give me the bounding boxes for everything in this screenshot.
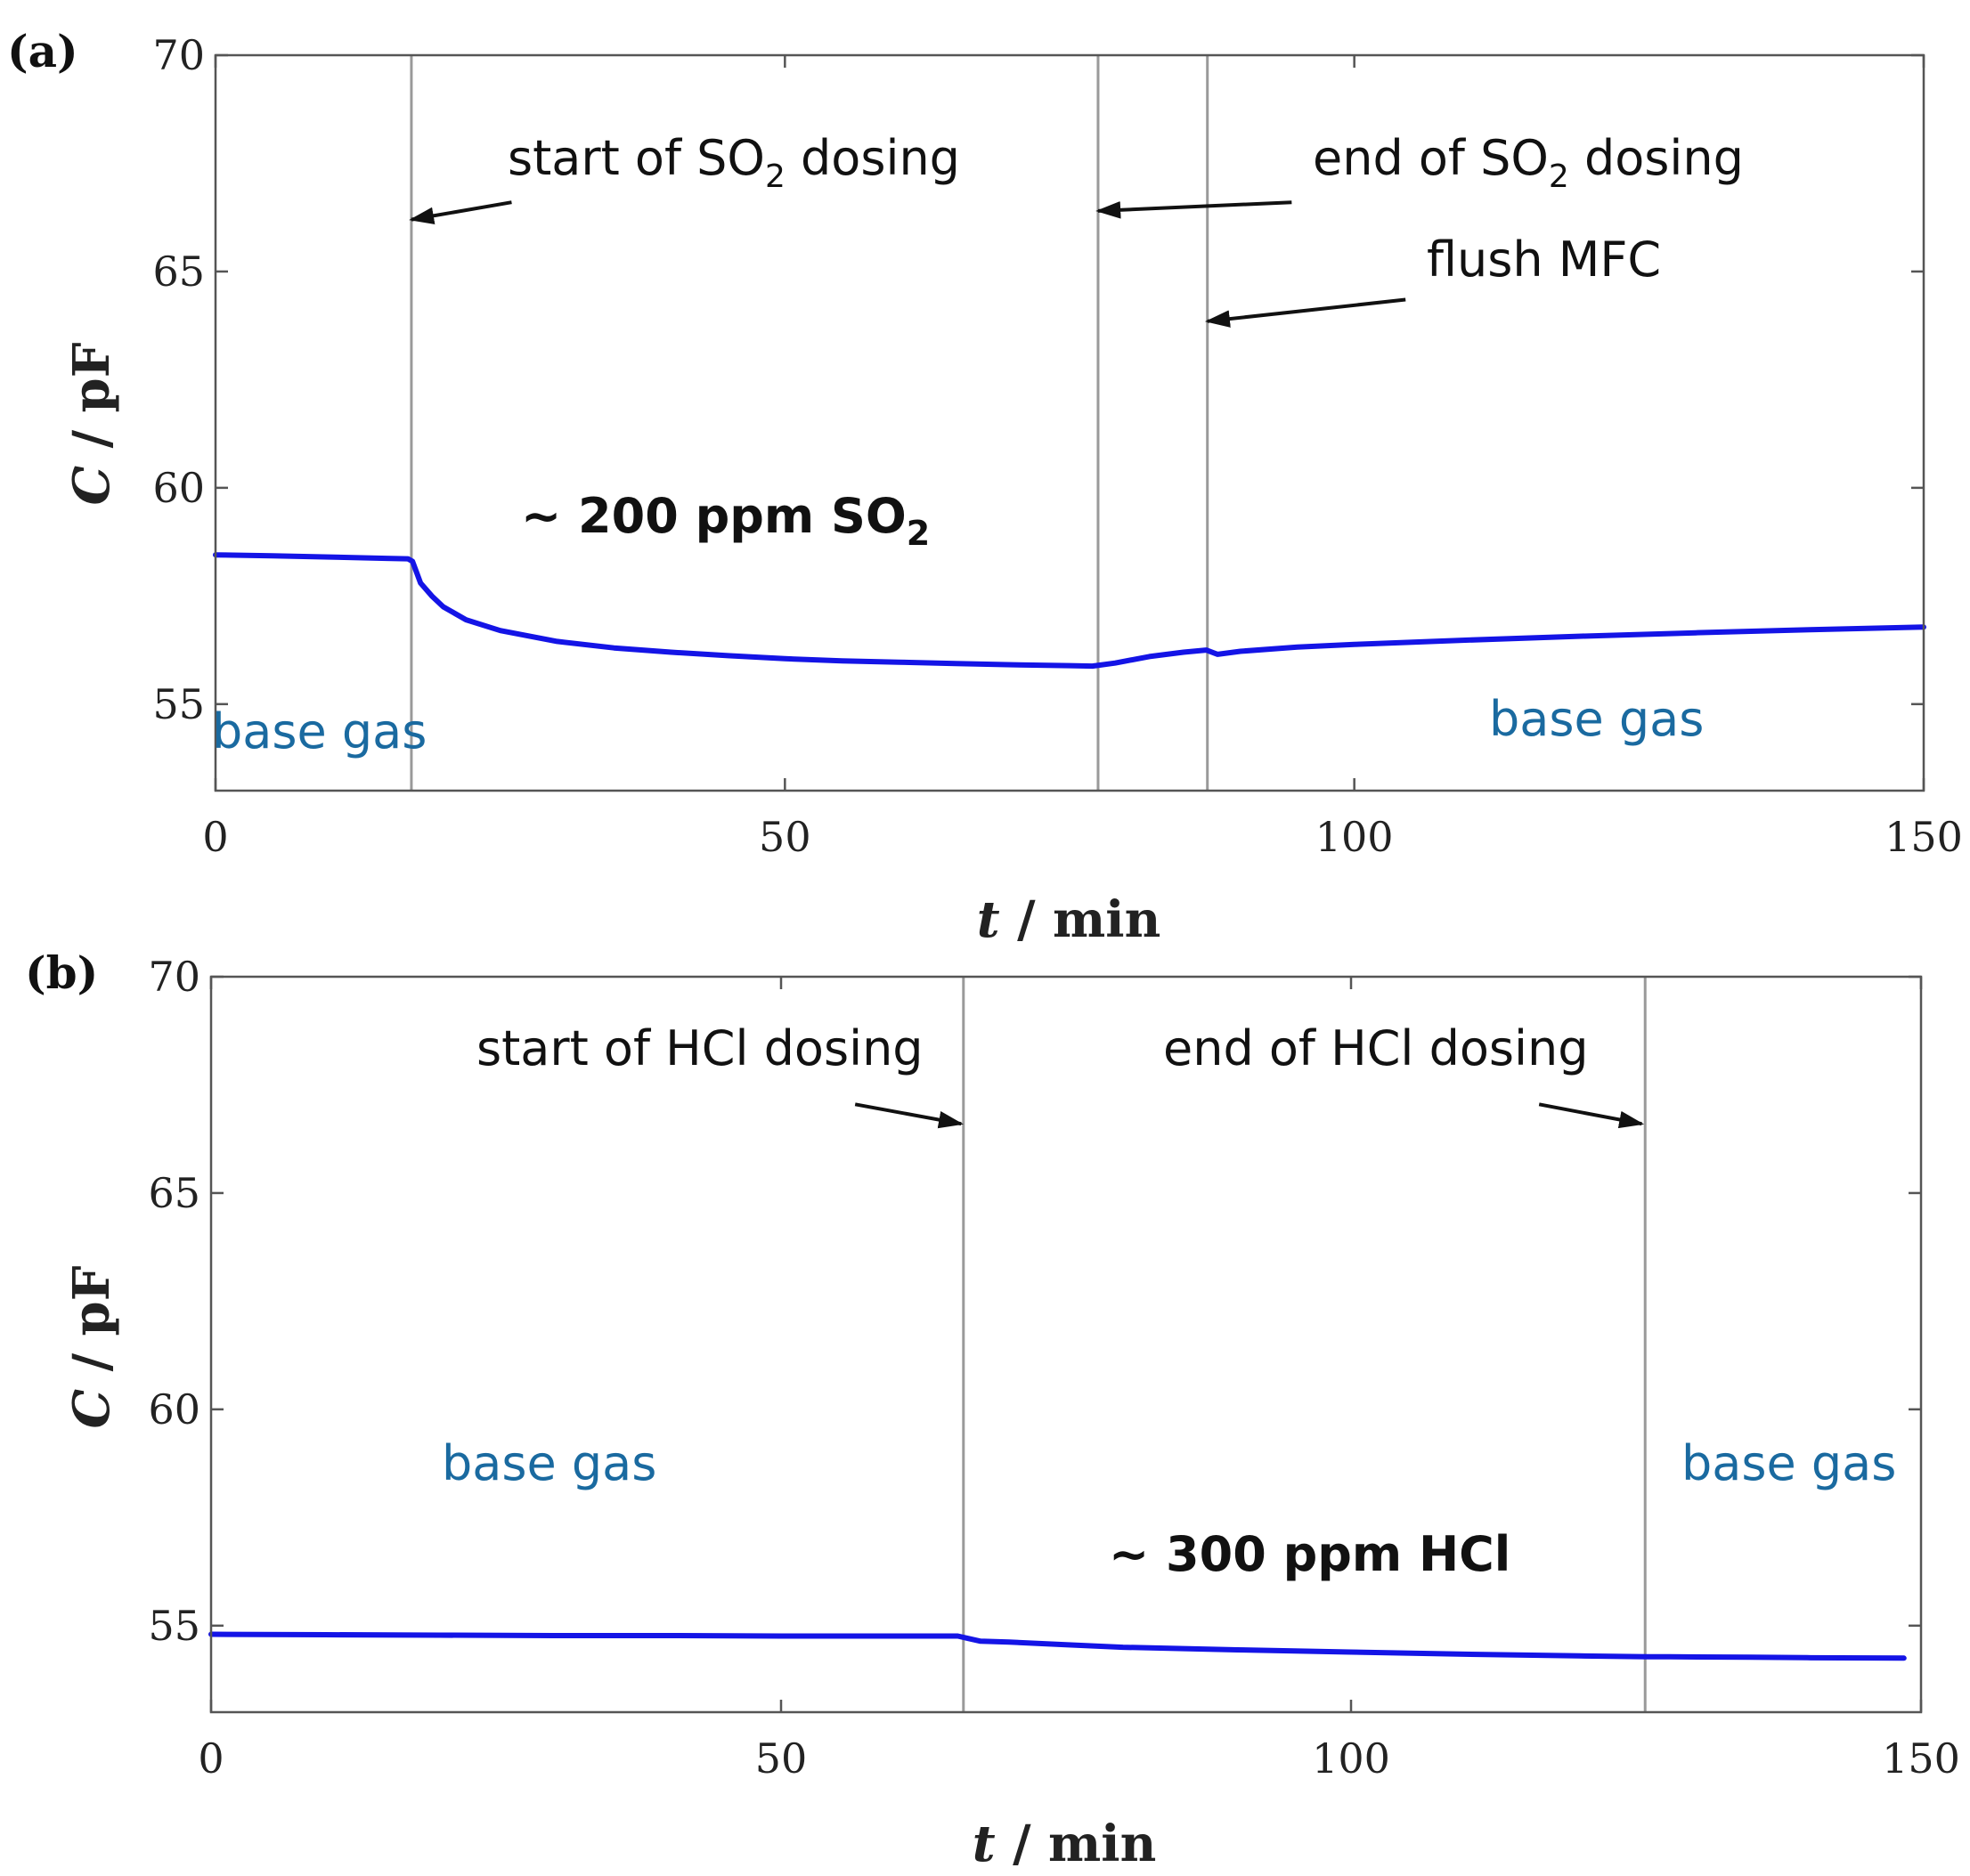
y-tick-label: 60 (148, 1385, 200, 1433)
panel-b-plot-area (208, 975, 1923, 1714)
y-tick-label: 60 (152, 464, 205, 512)
x-tick-label: 150 (1885, 813, 1963, 861)
annotation-arrow (1538, 1102, 1645, 1129)
base-gas-label: base gas (1489, 691, 1704, 747)
x-tick-label: 50 (759, 813, 811, 861)
concentration-label-hcl: ~ 300 ppm HCl (1109, 1526, 1510, 1582)
annotation-start-so2: start of SO2 dosing (508, 130, 960, 195)
y-tick-label: 55 (148, 1602, 200, 1650)
plot-frame (214, 53, 1925, 792)
panel-a-plot-area (213, 53, 1926, 792)
annotation-arrow (1095, 200, 1292, 219)
x-tick-label: 50 (755, 1734, 808, 1783)
y-tick-label: 65 (152, 248, 205, 296)
capacitance-trace (208, 1631, 1907, 1661)
panel-b: (b) 55 60 65 70 0 50 100 150 t / min C /… (25, 946, 1960, 1873)
y-tick-label: 55 (152, 680, 205, 728)
annotation-flush-mfc: flush MFC (1427, 231, 1661, 288)
x-tick-label: 100 (1312, 1734, 1390, 1783)
annotation-end-hcl: end of HCl dosing (1163, 1020, 1589, 1076)
plot-frame (209, 975, 1923, 1714)
annotation-arrow (854, 1102, 964, 1129)
y-tick-label: 70 (148, 953, 200, 1001)
concentration-label-so2: ~ 200 ppm SO2 (521, 488, 930, 553)
annotation-arrow (1204, 297, 1406, 328)
base-gas-label: base gas (1681, 1435, 1896, 1491)
x-axis-label: t / min (973, 1815, 1157, 1873)
annotation-start-hcl: start of HCl dosing (476, 1020, 924, 1076)
x-tick-label: 0 (198, 1734, 224, 1783)
y-axis-label: C / pF (62, 1265, 121, 1428)
y-tick-label: 65 (148, 1169, 200, 1217)
y-tick-label: 70 (152, 31, 205, 79)
annotation-end-so2: end of SO2 dosing (1313, 130, 1744, 195)
panel-a: (a) 55 60 65 70 0 50 100 150 t / min C /… (7, 25, 1963, 949)
y-axis-label: C / pF (62, 342, 121, 505)
panel-a-label: (a) (7, 25, 78, 77)
x-tick-label: 100 (1315, 813, 1394, 861)
annotation-arrow (409, 200, 512, 225)
x-axis-label: t / min (977, 890, 1161, 949)
capacitance-trace (213, 552, 1926, 670)
x-tick-label: 0 (202, 813, 228, 861)
x-tick-label: 150 (1882, 1734, 1960, 1783)
panel-b-label: (b) (25, 946, 98, 999)
base-gas-label: base gas (442, 1435, 656, 1491)
base-gas-label: base gas (212, 703, 427, 759)
